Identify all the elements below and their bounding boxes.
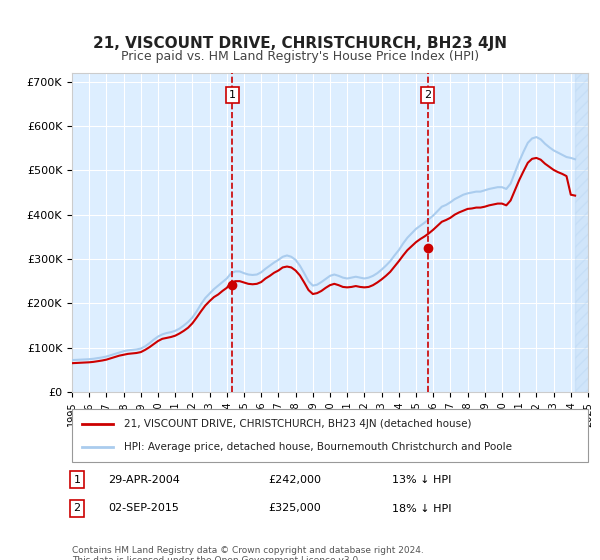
FancyBboxPatch shape bbox=[72, 409, 588, 462]
Text: 18% ↓ HPI: 18% ↓ HPI bbox=[392, 503, 451, 514]
Text: 02-SEP-2015: 02-SEP-2015 bbox=[108, 503, 179, 514]
Text: HPI: Average price, detached house, Bournemouth Christchurch and Poole: HPI: Average price, detached house, Bour… bbox=[124, 442, 512, 452]
Text: £325,000: £325,000 bbox=[268, 503, 321, 514]
Text: 21, VISCOUNT DRIVE, CHRISTCHURCH, BH23 4JN (detached house): 21, VISCOUNT DRIVE, CHRISTCHURCH, BH23 4… bbox=[124, 419, 471, 429]
Text: 2: 2 bbox=[74, 503, 81, 514]
Text: 21, VISCOUNT DRIVE, CHRISTCHURCH, BH23 4JN: 21, VISCOUNT DRIVE, CHRISTCHURCH, BH23 4… bbox=[93, 36, 507, 52]
Text: Price paid vs. HM Land Registry's House Price Index (HPI): Price paid vs. HM Land Registry's House … bbox=[121, 50, 479, 63]
Text: 1: 1 bbox=[74, 474, 80, 484]
Text: 29-APR-2004: 29-APR-2004 bbox=[108, 474, 180, 484]
Text: 2: 2 bbox=[424, 90, 431, 100]
Text: 1: 1 bbox=[229, 90, 236, 100]
Text: Contains HM Land Registry data © Crown copyright and database right 2024.
This d: Contains HM Land Registry data © Crown c… bbox=[72, 546, 424, 560]
Text: £242,000: £242,000 bbox=[268, 474, 321, 484]
Text: 13% ↓ HPI: 13% ↓ HPI bbox=[392, 474, 451, 484]
